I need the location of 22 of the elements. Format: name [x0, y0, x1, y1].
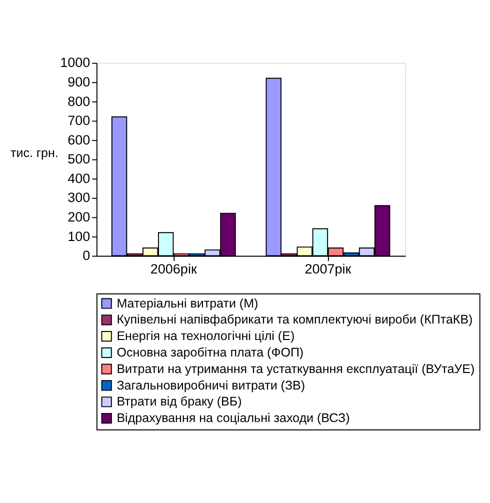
y-tick-label: 500	[68, 152, 90, 167]
y-tick-label: 600	[68, 132, 90, 148]
y-axis-title: тис. грн.	[10, 146, 58, 160]
y-tick-label: 1000	[60, 55, 90, 70]
y-tick-label: 700	[68, 113, 90, 128]
legend-label: Втрати від браку (ВБ)	[116, 394, 242, 409]
legend-label: Основна заробітна плата (ФОП)	[116, 346, 304, 360]
legend-label: Енергія на технологічні цілі (Е)	[116, 329, 295, 344]
y-tick-label: 900	[68, 74, 90, 90]
legend-label: Купівельні напівфабрикати та комплектуючі вироби (КПтаКВ)	[116, 312, 473, 327]
y-tick-label: 0	[82, 248, 90, 264]
y-tick-label: 100	[68, 228, 90, 244]
y-tick-label: 800	[68, 94, 90, 109]
legend-label: Матеріальні витрати (М)	[116, 296, 258, 310]
legend-label: Відрахування на соціальні заходи (ВСЗ)	[116, 411, 350, 426]
x-tick-label: 2007рік	[304, 262, 352, 277]
legend-label: Витрати на утримання та устаткування експлуатації (ВУтаУЕ)	[116, 362, 475, 376]
y-tick-label: 200	[68, 210, 90, 224]
y-tick-label: 300	[68, 190, 90, 206]
x-tick-label: 2006рік	[150, 262, 197, 277]
legend-label: Загальновиробничі витрати (ЗВ)	[116, 378, 306, 392]
y-tick-label: 400	[68, 170, 90, 186]
